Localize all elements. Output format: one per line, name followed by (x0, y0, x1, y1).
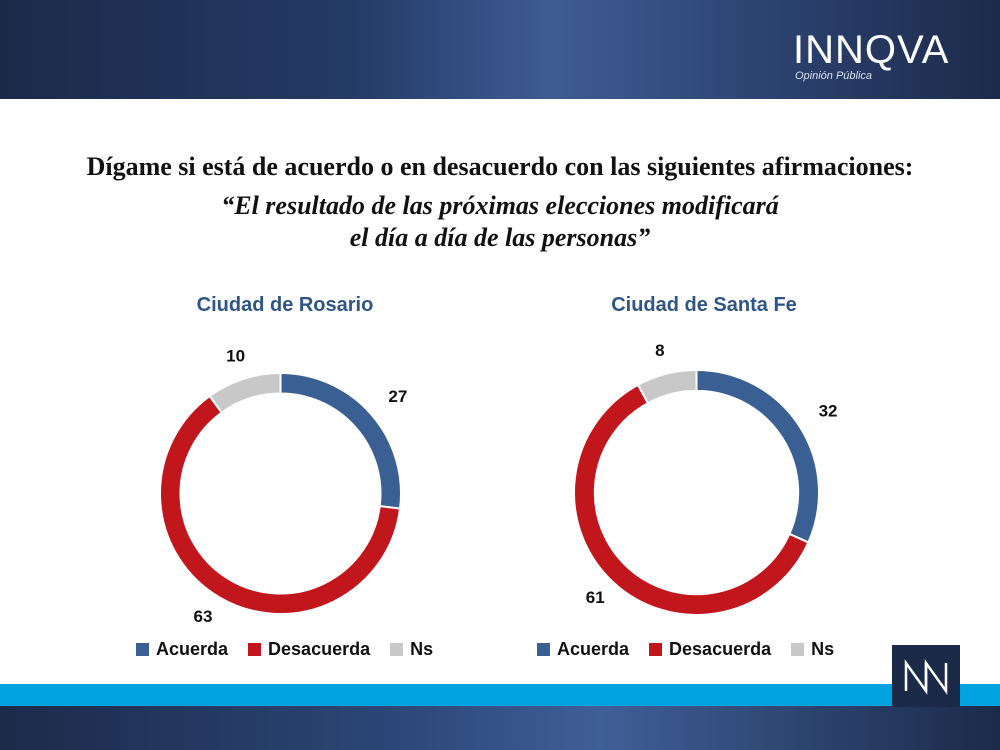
legend-santa-fe: Acuerda Desacuerda Ns (537, 637, 854, 661)
donut-slice-ns (208, 371, 282, 414)
legend-label-desacuerda: Desacuerda (268, 638, 371, 659)
logo-text: INNQVA (793, 28, 950, 72)
legend-item-ns: Ns (390, 639, 433, 660)
donut-chart-rosario: 27 63 10 (159, 346, 407, 626)
footer-cyan-band (0, 684, 1000, 706)
footer-navy-band (0, 706, 1000, 750)
data-label-ns: 10 (226, 346, 245, 365)
donut-slice-ns (636, 368, 698, 405)
legend-swatch-ns (791, 642, 805, 656)
quote-text: “El resultado de las próximas elecciones… (0, 190, 1000, 254)
legend-item-acuerda: Acuerda (537, 639, 629, 660)
donut-slice-acuerda (695, 368, 820, 544)
legend-swatch-ns (390, 642, 404, 656)
legend-swatch-desacuerda (649, 642, 663, 656)
data-label-desacuerda: 63 (194, 607, 213, 626)
legend-label-acuerda: Acuerda (557, 638, 630, 659)
legend-swatch-acuerda (136, 642, 149, 656)
question-title: Dígame si está de acuerdo o en desacuerd… (86, 152, 914, 181)
legend-label-ns: Ns (410, 638, 434, 659)
legend-rosario: Acuerda Desacuerda Ns (136, 637, 453, 661)
top-banner (0, 0, 1000, 99)
data-label-ns: 8 (655, 341, 664, 360)
nn-logo-icon (892, 645, 960, 707)
donut-chart-santa-fe: 32 61 8 (573, 341, 838, 616)
legend-item-desacuerda: Desacuerda (649, 639, 771, 660)
nn-logo-glyph (904, 659, 948, 695)
legend-item-desacuerda: Desacuerda (248, 639, 370, 660)
legend-item-ns: Ns (791, 639, 834, 660)
legend-label-acuerda: Acuerda (156, 638, 229, 659)
donut-slice-acuerda (279, 371, 402, 510)
legend-item-acuerda: Acuerda (136, 639, 228, 660)
legend-swatch-acuerda (537, 642, 550, 656)
legend-label-desacuerda: Desacuerda (669, 638, 772, 659)
donut-slice-desacuerda (159, 394, 402, 615)
innova-logo: INNQVA Opinión Pública (793, 30, 968, 90)
legend-label-ns: Ns (811, 638, 835, 659)
quote-line-2: el día a día de las personas” (349, 223, 651, 252)
chart-title-santa-fe: Ciudad de Santa Fe (611, 294, 797, 316)
data-label-desacuerda: 61 (586, 588, 605, 607)
donut-slice-desacuerda (573, 383, 810, 616)
data-label-acuerda: 32 (819, 401, 838, 420)
logo-subtitle: Opinión Pública (795, 70, 873, 82)
legend-swatch-desacuerda (248, 642, 262, 656)
quote-line-1: “El resultado de las próximas elecciones… (221, 191, 779, 220)
data-label-acuerda: 27 (388, 387, 407, 406)
chart-title-rosario: Ciudad de Rosario (196, 294, 374, 316)
